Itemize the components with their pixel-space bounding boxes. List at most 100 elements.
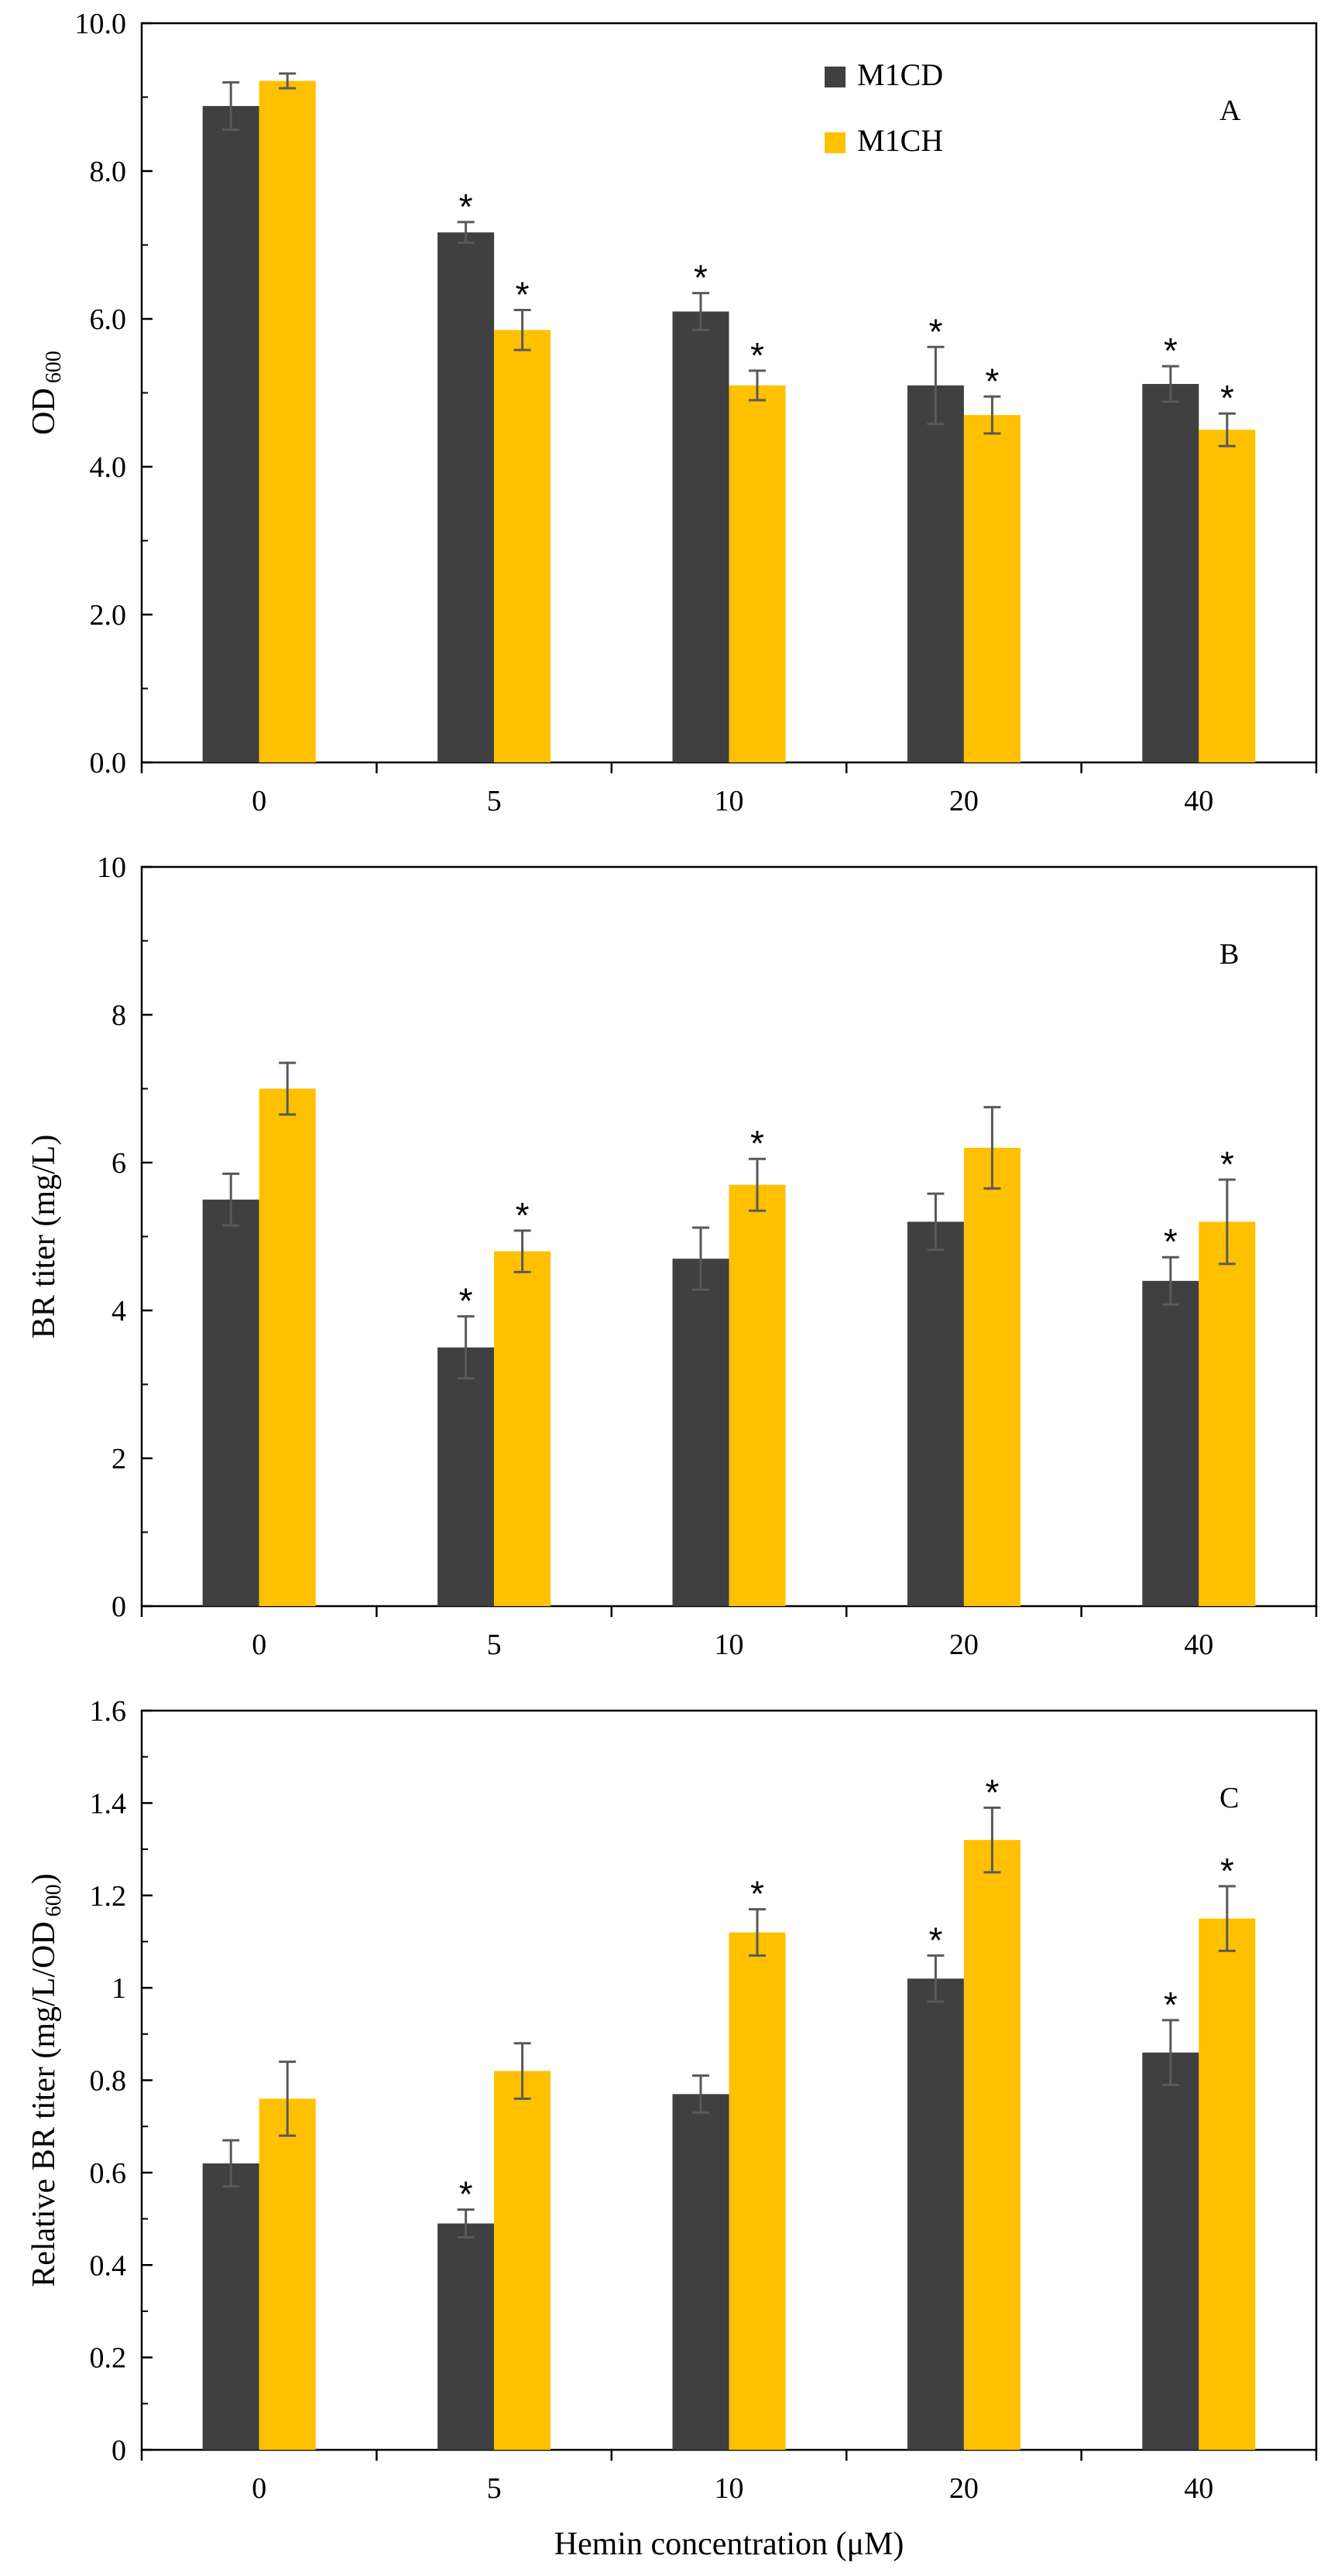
bar-M1CD-5 bbox=[437, 2223, 495, 2450]
x-tick-label: 0 bbox=[252, 2472, 266, 2505]
x-tick-label: 5 bbox=[487, 785, 502, 817]
y-tick-label: 0.4 bbox=[90, 2249, 127, 2282]
y-tick-label: 10.0 bbox=[75, 8, 127, 40]
y-tick-label: 10 bbox=[97, 851, 126, 884]
y-tick-label: 2.0 bbox=[90, 599, 127, 632]
legend-label-M1CD: M1CD bbox=[857, 57, 943, 92]
panel-label-A: A bbox=[1220, 94, 1241, 127]
bar-M1CH-5 bbox=[494, 330, 551, 762]
panel-label-B: B bbox=[1220, 938, 1239, 971]
y-tick-label: 0.0 bbox=[90, 747, 127, 779]
y-tick-label: 1 bbox=[111, 1972, 126, 2005]
significance-marker: * bbox=[1220, 378, 1234, 418]
x-axis-title: Hemin concentration (μM) bbox=[554, 2526, 904, 2562]
bar-M1CD-20 bbox=[907, 385, 964, 762]
bar-M1CD-0 bbox=[202, 1199, 259, 1606]
bar-M1CH-10 bbox=[729, 385, 786, 762]
y-axis-title-subscript: 600 bbox=[42, 1884, 66, 1917]
y-axis-title-main: OD bbox=[26, 388, 62, 435]
y-tick-label: 2 bbox=[111, 1443, 126, 1475]
bar-M1CD-20 bbox=[907, 1978, 964, 2450]
bar-M1CH-10 bbox=[729, 1932, 786, 2450]
x-tick-label: 20 bbox=[949, 1629, 979, 1661]
bar-M1CH-20 bbox=[963, 415, 1021, 762]
y-axis-title: Relative BR titer (mg/L/OD 600) bbox=[26, 1873, 66, 2287]
y-tick-label: 6.0 bbox=[90, 303, 127, 336]
significance-marker: * bbox=[750, 1123, 764, 1163]
bar-M1CH-0 bbox=[259, 1088, 316, 1606]
x-tick-label: 0 bbox=[252, 1629, 266, 1661]
bar-M1CH-5 bbox=[494, 1251, 551, 1606]
bar-M1CD-5 bbox=[437, 232, 495, 762]
y-tick-label: 0.6 bbox=[90, 2157, 127, 2190]
x-tick-label: 40 bbox=[1184, 785, 1213, 817]
bar-M1CD-5 bbox=[437, 1347, 495, 1606]
significance-marker: * bbox=[750, 335, 764, 375]
significance-marker: * bbox=[516, 1195, 530, 1235]
y-tick-label: 4 bbox=[111, 1295, 126, 1327]
x-tick-label: 40 bbox=[1184, 1629, 1213, 1661]
x-tick-label: 10 bbox=[715, 785, 744, 817]
y-tick-label: 0 bbox=[111, 1591, 126, 1623]
x-tick-label: 10 bbox=[715, 2472, 744, 2505]
significance-marker: * bbox=[459, 1281, 473, 1321]
significance-marker: * bbox=[928, 1920, 942, 1960]
y-tick-label: 8.0 bbox=[90, 156, 127, 188]
y-tick-label: 8 bbox=[111, 999, 126, 1032]
legend-label-M1CH: M1CH bbox=[857, 123, 943, 158]
x-tick-label: 20 bbox=[949, 2472, 979, 2505]
x-tick-label: 40 bbox=[1184, 2472, 1213, 2505]
bar-M1CD-10 bbox=[672, 311, 729, 762]
y-tick-label: 0.2 bbox=[90, 2342, 127, 2375]
bar-M1CD-20 bbox=[907, 1221, 964, 1606]
x-tick-label: 5 bbox=[487, 2472, 502, 2505]
significance-marker: * bbox=[459, 187, 473, 227]
significance-marker: * bbox=[459, 2174, 473, 2215]
y-axis-title: BR titer (mg/L) bbox=[26, 1135, 62, 1339]
bar-M1CH-40 bbox=[1199, 1221, 1256, 1606]
bar-M1CD-0 bbox=[202, 2163, 259, 2450]
bar-M1CH-20 bbox=[963, 1147, 1021, 1606]
bar-M1CH-40 bbox=[1199, 430, 1256, 762]
bar-M1CH-0 bbox=[259, 2098, 316, 2450]
y-tick-label: 1.2 bbox=[90, 1880, 127, 1913]
bar-M1CD-40 bbox=[1142, 2052, 1199, 2450]
x-tick-label: 20 bbox=[949, 785, 979, 817]
bar-M1CH-5 bbox=[494, 2071, 551, 2450]
y-tick-label: 4.0 bbox=[90, 451, 127, 484]
bar-M1CD-10 bbox=[672, 2094, 729, 2450]
y-axis-title-subscript: 600 bbox=[42, 351, 66, 383]
significance-marker: * bbox=[985, 1772, 999, 1812]
y-tick-label: 6 bbox=[111, 1147, 126, 1180]
significance-marker: * bbox=[1164, 331, 1178, 371]
x-tick-label: 0 bbox=[252, 785, 266, 817]
y-axis-title: OD 600 bbox=[26, 351, 66, 435]
legend-swatch-M1CD bbox=[825, 67, 846, 87]
x-tick-label: 5 bbox=[487, 1629, 502, 1661]
bar-M1CD-40 bbox=[1142, 1280, 1199, 1606]
y-tick-label: 1.6 bbox=[90, 1695, 127, 1728]
significance-marker: * bbox=[694, 258, 708, 298]
significance-marker: * bbox=[1164, 1221, 1178, 1262]
y-axis-title-main: BR titer (mg/L) bbox=[26, 1135, 62, 1339]
significance-marker: * bbox=[750, 1874, 764, 1914]
bar-M1CH-10 bbox=[729, 1184, 786, 1606]
significance-marker: * bbox=[1164, 1985, 1178, 2025]
y-axis-title-main: Relative BR titer (mg/L/OD bbox=[26, 1921, 62, 2287]
bar-M1CH-40 bbox=[1199, 1918, 1256, 2450]
y-tick-label: 0.8 bbox=[90, 2065, 127, 2098]
panel-label-C: C bbox=[1220, 1782, 1239, 1814]
legend-swatch-M1CH bbox=[825, 132, 846, 153]
y-axis-title-tail: ) bbox=[26, 1873, 62, 1884]
x-tick-label: 10 bbox=[715, 1629, 744, 1661]
significance-marker: * bbox=[985, 361, 999, 401]
significance-marker: * bbox=[1220, 1851, 1234, 1891]
y-tick-label: 1.4 bbox=[90, 1787, 127, 1820]
y-tick-label: 0 bbox=[111, 2434, 126, 2467]
significance-marker: * bbox=[516, 275, 530, 315]
bar-M1CH-0 bbox=[259, 80, 316, 763]
bar-M1CD-10 bbox=[672, 1259, 729, 1606]
significance-marker: * bbox=[928, 311, 942, 351]
